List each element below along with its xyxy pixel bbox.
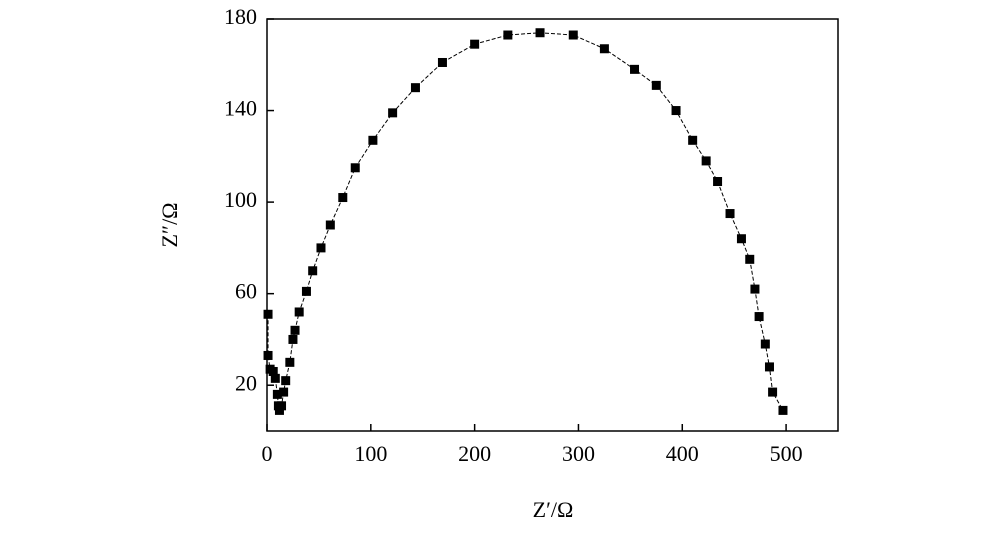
data-point	[713, 177, 723, 187]
data-point	[750, 284, 760, 294]
data-point	[671, 106, 681, 116]
data-point	[470, 39, 480, 49]
data-point	[338, 193, 348, 203]
data-point	[651, 80, 661, 90]
data-point	[599, 44, 609, 54]
data-point	[688, 135, 698, 145]
data-point	[701, 156, 711, 166]
data-point	[272, 389, 282, 399]
data-point	[764, 362, 774, 372]
data-point	[725, 209, 735, 219]
data-point	[301, 286, 311, 296]
data-point	[736, 234, 746, 244]
x-axis-label: Z′/Ω	[533, 497, 574, 522]
y-tick-label: 180	[224, 4, 257, 29]
x-tick-label: 200	[458, 441, 491, 466]
data-point	[285, 357, 295, 367]
x-tick-label: 500	[770, 441, 803, 466]
data-point	[778, 405, 788, 415]
data-point	[568, 30, 578, 40]
data-point	[535, 28, 545, 38]
data-point	[290, 325, 300, 335]
x-tick-label: 300	[562, 441, 595, 466]
data-point	[437, 57, 447, 67]
data-point	[368, 135, 378, 145]
y-axis-label: Z″/Ω	[157, 202, 182, 247]
data-point	[288, 334, 298, 344]
data-point	[316, 243, 326, 253]
data-point	[760, 339, 770, 349]
data-point	[410, 83, 420, 93]
data-point	[754, 312, 764, 322]
data-point	[768, 387, 778, 397]
x-tick-label: 100	[354, 441, 387, 466]
data-point	[270, 373, 280, 383]
series-line	[267, 32, 784, 412]
data-point	[274, 405, 284, 415]
data-point	[325, 220, 335, 230]
data-point	[281, 376, 291, 386]
data-point	[630, 64, 640, 74]
data-point	[263, 350, 273, 360]
plot-frame	[266, 18, 839, 432]
data-point	[277, 401, 287, 411]
data-point	[268, 366, 278, 376]
data-point	[503, 30, 513, 40]
x-tick-label: 0	[262, 441, 273, 466]
data-point	[294, 307, 304, 317]
data-point	[279, 387, 289, 397]
data-point	[350, 163, 360, 173]
y-tick-label: 20	[235, 370, 257, 395]
y-tick-label: 60	[235, 279, 257, 304]
data-point	[388, 108, 398, 118]
x-tick-label: 400	[666, 441, 699, 466]
data-point	[308, 266, 318, 276]
data-point	[745, 254, 755, 264]
y-tick-label: 140	[224, 96, 257, 121]
y-tick-label: 100	[224, 187, 257, 212]
data-point	[263, 309, 273, 319]
